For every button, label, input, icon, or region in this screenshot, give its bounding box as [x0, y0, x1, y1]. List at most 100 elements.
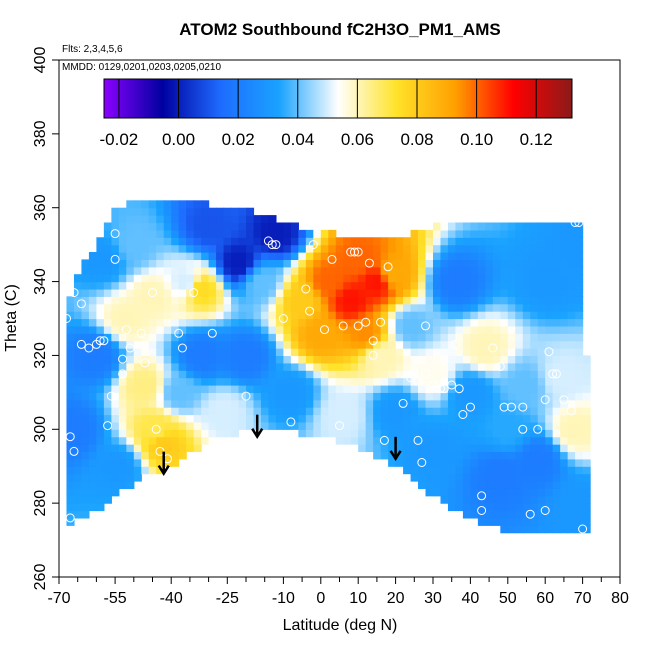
colorbar-gradient	[103, 78, 573, 119]
heatmap-cell	[343, 392, 352, 401]
heatmap-cell	[126, 215, 135, 224]
heatmap-cell	[66, 333, 75, 342]
heatmap-cell	[470, 237, 479, 246]
heatmap-cell	[552, 348, 561, 357]
heatmap-cell	[462, 473, 471, 482]
heatmap-cell	[111, 318, 120, 327]
observation-point	[125, 343, 135, 353]
heatmap-cell	[388, 318, 397, 327]
heatmap-cell	[425, 318, 434, 327]
heatmap-cell	[216, 407, 225, 416]
heatmap-cell	[582, 421, 591, 430]
heatmap-cell	[73, 473, 83, 482]
heatmap-cell	[103, 303, 112, 312]
heatmap-cell	[290, 303, 299, 312]
heatmap-cell	[462, 436, 471, 445]
heatmap-cell	[96, 466, 105, 475]
heatmap-cell	[81, 473, 90, 482]
heatmap-cell	[223, 340, 232, 349]
heatmap-cell	[545, 259, 554, 268]
heatmap-cell	[418, 348, 427, 357]
heatmap-cell	[492, 436, 501, 445]
heatmap-cell	[365, 259, 374, 268]
heatmap-cell	[343, 266, 352, 275]
heatmap-cell	[388, 348, 397, 357]
heatmap-cell	[343, 421, 352, 430]
heatmap-cell	[118, 318, 127, 327]
heatmap-cell	[111, 458, 120, 467]
heatmap-cell	[223, 348, 232, 357]
heatmap-cell	[343, 274, 352, 283]
heatmap-cell	[358, 333, 367, 342]
heatmap-cell	[66, 296, 75, 305]
heatmap-cell	[365, 281, 374, 290]
heatmap-cell	[575, 525, 584, 534]
heatmap-cell	[148, 429, 157, 438]
heatmap-cell	[88, 340, 97, 349]
heatmap-cell	[515, 244, 524, 253]
heatmap-cell	[440, 311, 449, 320]
heatmap-cell	[515, 480, 524, 489]
heatmap-cell	[231, 414, 240, 423]
heatmap-cell	[313, 399, 322, 408]
heatmap-cell	[156, 229, 165, 238]
heatmap-cell	[500, 458, 509, 467]
heatmap-cell	[537, 473, 546, 482]
heatmap-cell	[73, 333, 83, 342]
heatmap-cell	[88, 259, 97, 268]
heatmap-cell	[133, 207, 142, 216]
heatmap-cell	[178, 215, 187, 224]
observation-point	[151, 424, 161, 434]
heatmap-cell	[492, 510, 501, 519]
heatmap-cell	[470, 362, 479, 371]
heatmap-cell	[358, 362, 367, 371]
heatmap-cell	[178, 222, 187, 231]
heatmap-cell	[418, 229, 427, 238]
observation-point	[477, 491, 487, 501]
heatmap-cell	[81, 495, 90, 504]
heatmap-cell	[253, 392, 262, 401]
heatmap-cell	[358, 266, 367, 275]
heatmap-cell	[208, 318, 217, 327]
heatmap-cell	[403, 318, 412, 327]
heatmap-cell	[126, 281, 135, 290]
heatmap-cell	[545, 421, 554, 430]
heatmap-cell	[133, 229, 142, 238]
heatmap-cell	[111, 207, 120, 216]
heatmap-cell	[560, 318, 569, 327]
heatmap-cell	[492, 281, 501, 290]
heatmap-cell	[163, 266, 172, 275]
heatmap-cell	[96, 384, 105, 393]
heatmap-cell	[507, 222, 516, 231]
heatmap-cell	[477, 392, 486, 401]
heatmap-cell	[507, 237, 516, 246]
heatmap-cell	[253, 362, 262, 371]
heatmap-cell	[81, 288, 90, 297]
heatmap-cell	[73, 392, 83, 401]
heatmap-cell	[537, 421, 546, 430]
heatmap-cell	[410, 362, 419, 371]
heatmap-cell	[178, 274, 187, 283]
heatmap-cell	[216, 340, 225, 349]
heatmap-cell	[216, 274, 225, 283]
heatmap-cell	[500, 266, 509, 275]
heatmap-cell	[552, 333, 561, 342]
heatmap-cell	[320, 333, 329, 342]
heatmap-cell	[350, 288, 359, 297]
heatmap-cell	[163, 436, 172, 445]
heatmap-cell	[81, 355, 90, 364]
heatmap-cell	[141, 325, 150, 334]
heatmap-cell	[552, 222, 561, 231]
heatmap-cell	[567, 488, 576, 497]
heatmap-cell	[73, 458, 83, 467]
observation-point	[305, 306, 315, 316]
heatmap-cell	[455, 473, 464, 482]
heatmap-cell	[313, 237, 322, 246]
heatmap-cell	[433, 318, 442, 327]
heatmap-cell	[201, 222, 210, 231]
heatmap-cell	[560, 296, 569, 305]
heatmap-cell	[462, 392, 471, 401]
heatmap-cell	[103, 296, 112, 305]
heatmap-cell	[298, 384, 307, 393]
y-tick-label: 280	[32, 490, 49, 517]
